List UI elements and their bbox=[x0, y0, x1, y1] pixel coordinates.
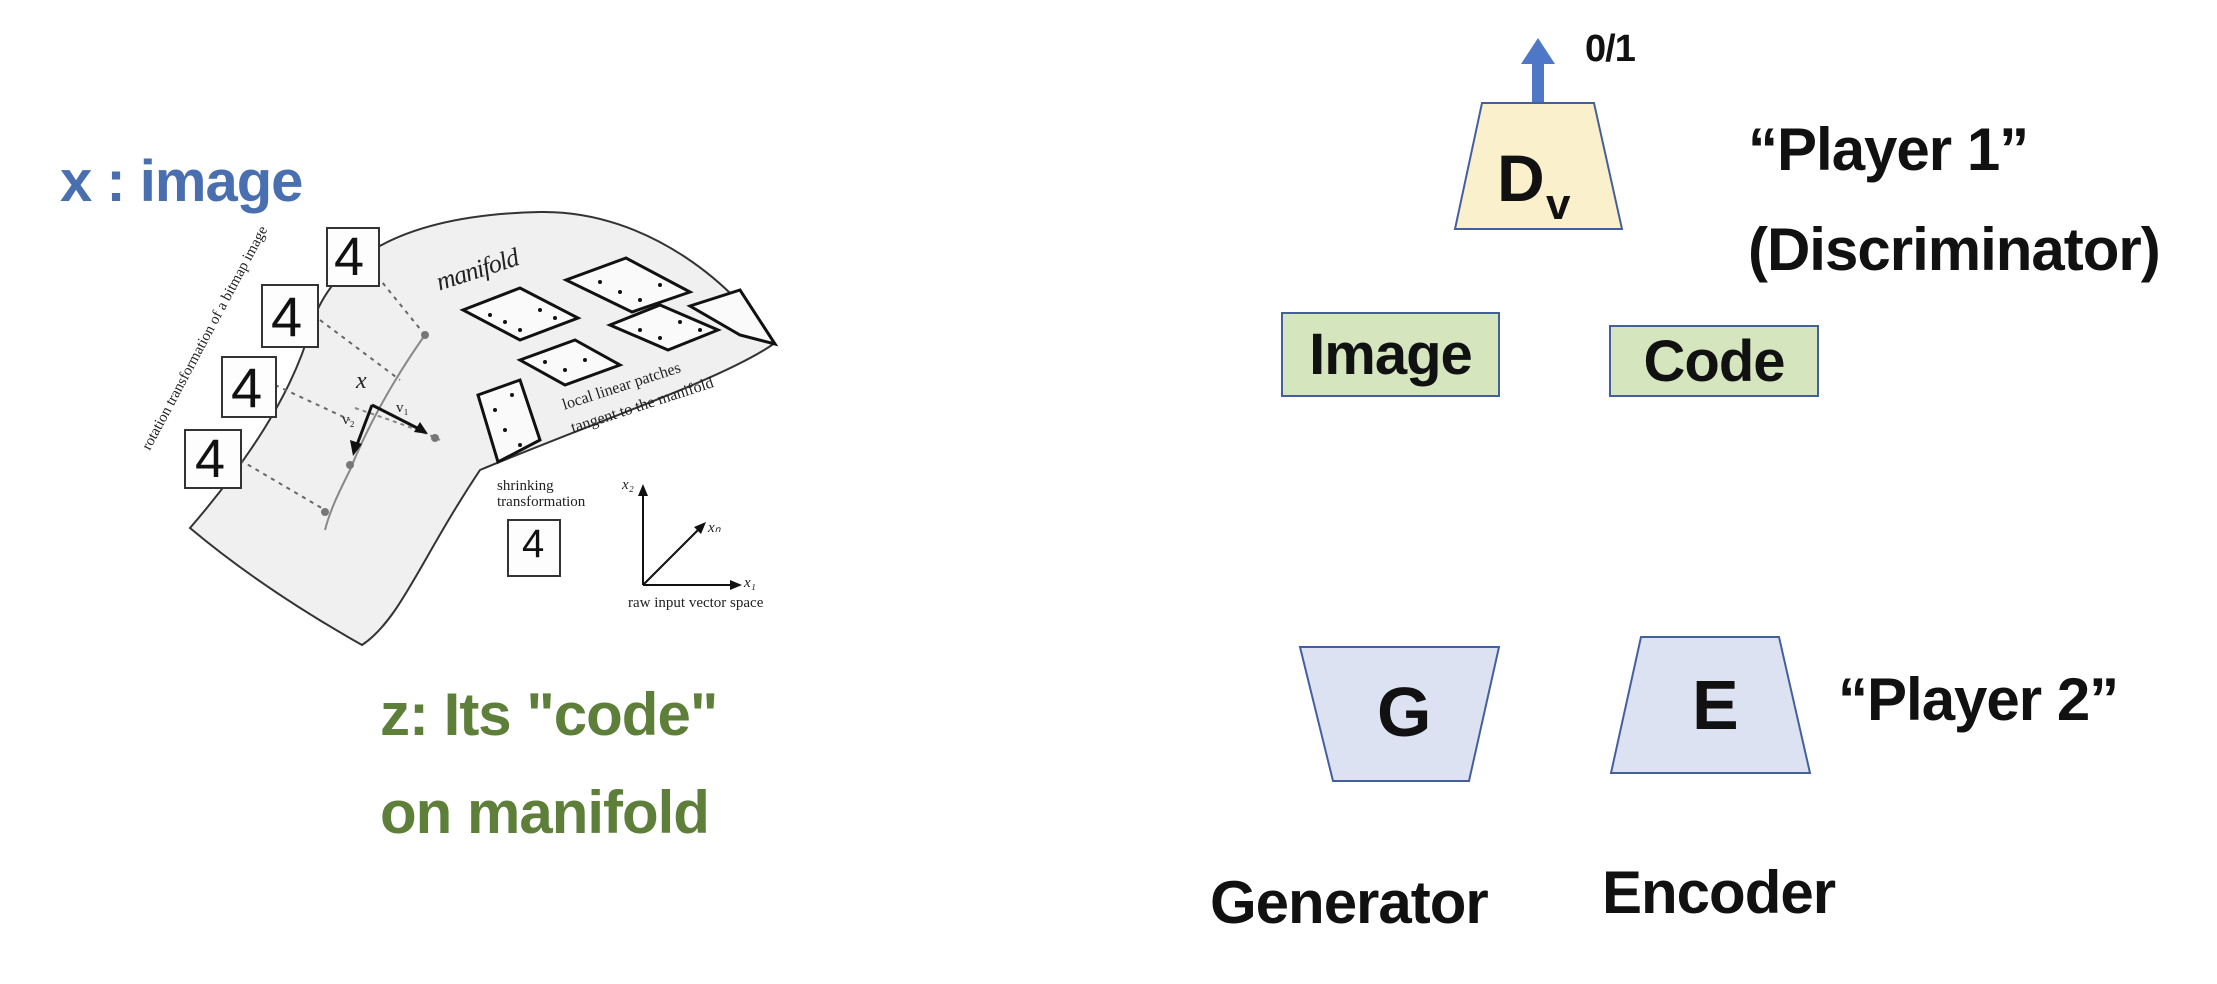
raw-space-label: raw input vector space bbox=[628, 595, 764, 611]
discriminator-shape bbox=[1453, 102, 1624, 230]
code-box-label: Code bbox=[1643, 328, 1786, 394]
discriminator-subscript: v bbox=[1546, 180, 1571, 229]
digit-4: 4 bbox=[271, 285, 302, 348]
dotted-line bbox=[319, 319, 401, 381]
code-box: Code bbox=[1609, 325, 1819, 397]
digit-boxes bbox=[184, 227, 561, 577]
encoder-shape bbox=[1609, 636, 1812, 774]
z-code-label-2: on manifold bbox=[380, 779, 710, 846]
encoder-letter: E bbox=[1692, 666, 1739, 744]
patch-dots bbox=[488, 280, 702, 447]
image-box-label: Image bbox=[1309, 322, 1473, 387]
output-label: 0/1 bbox=[1585, 28, 1636, 70]
shrinking-label-1: shrinking bbox=[497, 478, 554, 494]
axis-xn-label: xₙ bbox=[708, 520, 721, 536]
point-x-label: x bbox=[356, 368, 367, 394]
generator-shape bbox=[1298, 646, 1501, 782]
image-box: Image bbox=[1281, 312, 1500, 397]
digit-4: 4 bbox=[334, 227, 364, 287]
digit-4: 4 bbox=[522, 522, 544, 566]
dotted-line bbox=[239, 459, 326, 511]
discriminator-letter: D bbox=[1497, 141, 1545, 215]
v2-arrow bbox=[353, 404, 374, 451]
manifold-curve bbox=[324, 334, 426, 531]
local-patches bbox=[459, 256, 779, 465]
shrinking-label-2: transformation bbox=[497, 494, 586, 510]
generator-letter: G bbox=[1377, 673, 1431, 751]
player1-label: “Player 1” bbox=[1748, 116, 2029, 183]
player2-label: “Player 2” bbox=[1838, 666, 2119, 733]
digit-4: 4 bbox=[231, 356, 262, 419]
axis-x1-label: x₁ bbox=[744, 575, 756, 591]
v1-label: v₁ bbox=[396, 400, 409, 416]
x-image-label: x : image bbox=[60, 149, 303, 214]
z-code-label-1: z: Its "code" bbox=[380, 681, 718, 748]
generator-caption: Generator bbox=[1210, 869, 1489, 936]
digit-4: 4 bbox=[195, 429, 225, 489]
axis-xn bbox=[642, 527, 701, 586]
v1-arrow bbox=[371, 403, 426, 434]
axis-x2-label: x₂ bbox=[622, 477, 634, 493]
player1-role-label: (Discriminator) bbox=[1748, 216, 2161, 283]
encoder-caption: Encoder bbox=[1602, 859, 1836, 926]
v2-label: v₂ bbox=[342, 412, 355, 428]
